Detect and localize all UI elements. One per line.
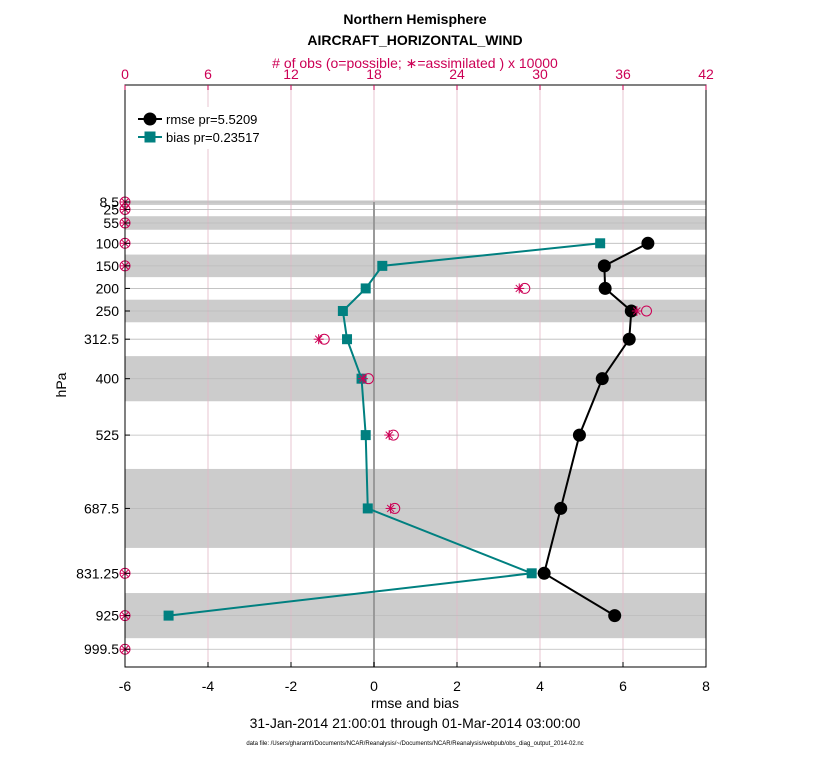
bottom-tick-label: -4	[202, 678, 215, 694]
bias-point	[377, 260, 388, 271]
legend: rmse pr=5.5209 bias pr=0.23517	[133, 107, 283, 149]
legend-bias-marker	[144, 131, 156, 143]
bottom-axis-ticks: -6 -4 -2 0 2 4 6 8	[119, 662, 710, 694]
date-range: 31-Jan-2014 21:00:01 through 01-Mar-2014…	[250, 715, 581, 731]
legend-rmse-marker	[143, 112, 157, 126]
bottom-tick-label: 0	[370, 678, 378, 694]
top-tick-label: 42	[698, 66, 714, 82]
top-tick-label: 36	[615, 66, 631, 82]
level-label: 250	[96, 303, 120, 319]
level-label: 200	[96, 280, 120, 296]
asterisk-stroke	[359, 374, 367, 383]
shaded-layer	[125, 200, 706, 205]
level-label: 687.5	[84, 500, 119, 516]
asterisk-stroke	[385, 431, 394, 439]
obs-assimilated-marker	[313, 334, 324, 345]
top-tick-label: 0	[121, 66, 129, 82]
obs-assimilated-marker	[384, 430, 395, 441]
asterisk-stroke	[386, 504, 395, 513]
obs-assimilated-marker	[385, 503, 396, 514]
rmse-point	[641, 236, 655, 250]
level-label: 312.5	[84, 331, 119, 347]
level-label: 55	[103, 215, 119, 231]
bias-point	[595, 238, 606, 249]
top-axis-label: # of obs (o=possible; ∗=assimilated ) x …	[272, 55, 558, 71]
top-tick-label: 18	[366, 66, 382, 82]
top-axis-ticks: 0 6 12 18 24 30 36 42	[121, 66, 714, 90]
rmse-point	[554, 501, 568, 515]
rmse-point	[608, 609, 622, 623]
bias-point	[362, 503, 373, 514]
rmse-point	[624, 304, 638, 318]
data-file-note: data file: /Users/gharamti/Documents/NCA…	[246, 741, 583, 747]
rmse-point	[597, 259, 611, 273]
level-label: 8.5	[100, 194, 120, 210]
rmse-point	[598, 281, 612, 295]
chart-subtitle: AIRCRAFT_HORIZONTAL_WIND	[307, 32, 522, 48]
level-label: 25	[103, 201, 119, 217]
top-tick-label: 12	[283, 66, 299, 82]
bottom-tick-label: 8	[702, 678, 710, 694]
y-axis-label: hPa	[53, 372, 69, 397]
bias-point	[526, 568, 537, 579]
bias-point	[360, 430, 371, 441]
bottom-tick-label: -6	[119, 678, 132, 694]
top-tick-label: 30	[532, 66, 548, 82]
top-tick-label: 24	[449, 66, 465, 82]
rmse-point	[537, 566, 551, 580]
bias-point	[360, 283, 371, 294]
x-axis-label: rmse and bias	[371, 695, 459, 711]
asterisk-stroke	[314, 335, 323, 344]
rmse-line	[542, 242, 649, 617]
level-label: 150	[96, 258, 120, 274]
bias-point	[163, 610, 174, 621]
level-label: 925	[96, 608, 120, 624]
obs-assimilated-marker	[357, 373, 368, 384]
rmse-point	[572, 428, 586, 442]
asterisk-stroke	[515, 284, 524, 293]
level-label: 525	[96, 427, 120, 443]
obs-assimilated-marker	[631, 305, 642, 316]
bias-point	[337, 305, 348, 316]
obs-assimilated-marker	[514, 283, 525, 294]
rmse-series	[537, 236, 655, 623]
plot-frame	[124, 84, 707, 668]
legend-box	[133, 107, 283, 149]
level-label: 100	[96, 235, 120, 251]
bottom-tick-label: 6	[619, 678, 627, 694]
legend-bias-label: bias pr=0.23517	[166, 130, 260, 145]
level-label: 999.5	[84, 641, 119, 657]
level-label: 831.25	[76, 565, 119, 581]
bottom-tick-label: -2	[285, 678, 298, 694]
rmse-point	[595, 372, 609, 386]
top-tick-label: 6	[204, 66, 212, 82]
legend-rmse-label: rmse pr=5.5209	[166, 112, 257, 127]
bottom-tick-label: 2	[453, 678, 461, 694]
asterisk-stroke	[632, 307, 641, 315]
level-label: 400	[96, 371, 120, 387]
chart-title: Northern Hemisphere	[343, 11, 486, 27]
rmse-point	[622, 332, 636, 346]
bias-line	[168, 242, 601, 617]
bias-point	[342, 334, 353, 345]
bottom-tick-label: 4	[536, 678, 544, 694]
